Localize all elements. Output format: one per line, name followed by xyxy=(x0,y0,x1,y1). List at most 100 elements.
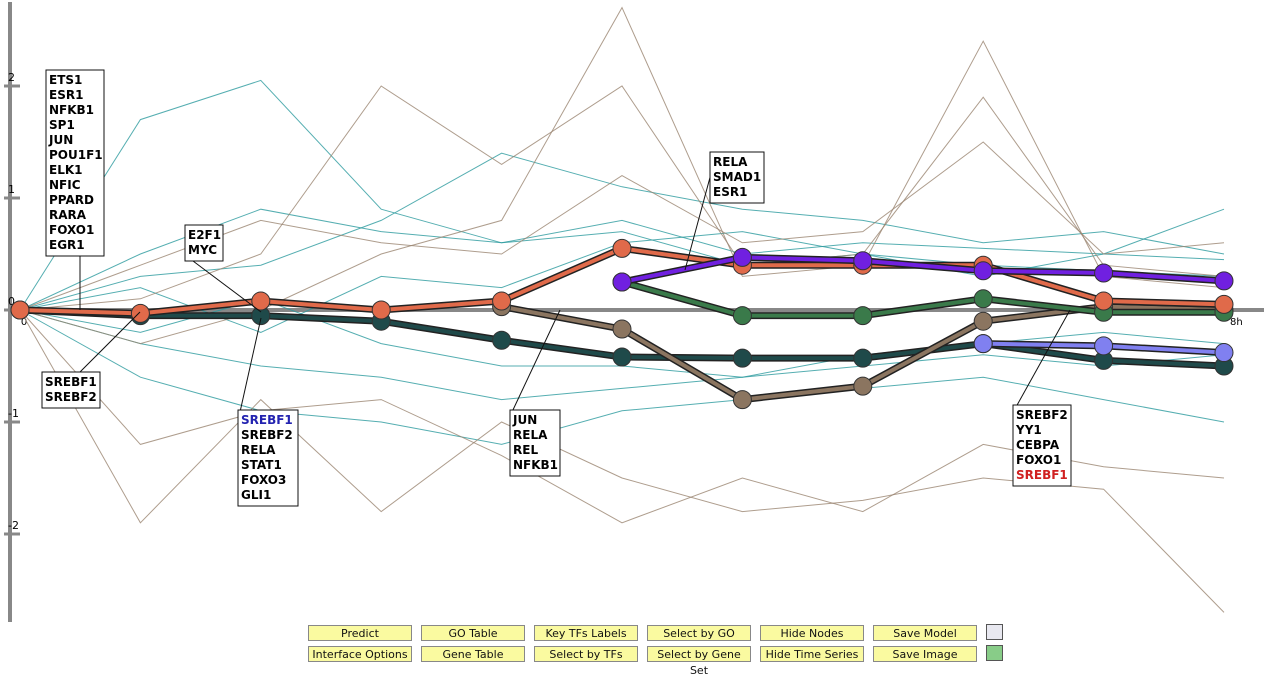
gene-profile xyxy=(19,6,1225,345)
path-node xyxy=(732,306,752,326)
tf-label: POU1F1 xyxy=(49,148,103,162)
path-node xyxy=(130,303,150,323)
y-tick-label: -2 xyxy=(8,519,19,532)
tf-label: JUN xyxy=(48,133,73,147)
y-tick-label: -1 xyxy=(8,407,19,420)
x-tick-label: 0 xyxy=(21,317,27,328)
tf-label: NFKB1 xyxy=(49,103,94,117)
tf-label: FOXO1 xyxy=(49,223,94,237)
button[interactable]: Save Model xyxy=(873,625,977,641)
leader-line xyxy=(1015,309,1071,408)
y-tick-label: 2 xyxy=(8,71,15,84)
tf-box xyxy=(509,409,561,477)
tf-label: FOXO3 xyxy=(241,473,286,487)
path-node xyxy=(1214,271,1234,291)
path-node xyxy=(853,348,873,368)
button[interactable]: Select by GO xyxy=(647,625,751,641)
tf-label: SREBF1 xyxy=(241,413,293,427)
tf-label: RELA xyxy=(713,155,748,169)
path-node xyxy=(492,330,512,350)
path-node xyxy=(973,261,993,281)
leader-line xyxy=(684,169,713,271)
path-node xyxy=(1214,343,1234,363)
tf-label: RELA xyxy=(241,443,276,457)
app-window: -3-2-101208hETS1ESR1NFKB1SP1JUNPOU1F1ELK… xyxy=(4,2,1264,677)
tf-label: NFKB1 xyxy=(513,458,558,472)
tf-label: SREBF2 xyxy=(241,428,293,442)
tf-label: EGR1 xyxy=(49,238,85,252)
help-icon[interactable] xyxy=(986,645,1003,661)
tf-box xyxy=(709,151,765,204)
tf-box xyxy=(237,409,299,507)
path-node xyxy=(371,300,391,320)
button[interactable]: Predict xyxy=(308,625,412,641)
tf-label: SMAD1 xyxy=(713,170,761,184)
path-node xyxy=(732,348,752,368)
path-node xyxy=(732,247,752,267)
path-node xyxy=(973,289,993,309)
button[interactable]: Hide Nodes xyxy=(760,625,864,641)
tf-label: ELK1 xyxy=(49,163,83,177)
path-node xyxy=(492,291,512,311)
path-node xyxy=(251,291,271,311)
button[interactable]: GO Table xyxy=(421,625,525,641)
path-node xyxy=(1094,336,1114,356)
tf-label: FOXO1 xyxy=(1016,453,1061,467)
tf-label: SREBF1 xyxy=(45,375,97,389)
button[interactable]: Key TFs Labels xyxy=(534,625,638,641)
path-node xyxy=(10,300,30,320)
path-node xyxy=(612,272,632,292)
button[interactable]: Select by TFs xyxy=(534,646,638,662)
path-node xyxy=(973,334,993,354)
tf-label: YY1 xyxy=(1015,423,1042,437)
path-node xyxy=(612,319,632,339)
y-tick-label: 0 xyxy=(8,295,15,308)
leader-line xyxy=(239,317,262,413)
gene-profile xyxy=(19,309,1225,401)
gene-profile xyxy=(19,309,1225,445)
model-path xyxy=(621,280,1224,318)
gene-profile xyxy=(19,208,1225,311)
button[interactable]: Interface Options xyxy=(308,646,412,662)
leader-line xyxy=(184,254,262,313)
x-tick-label: 8h xyxy=(1230,317,1243,328)
tf-label: NFIC xyxy=(49,178,81,192)
tf-label: SP1 xyxy=(49,118,75,132)
tf-box xyxy=(184,224,224,262)
tf-label: SREBF1 xyxy=(1016,468,1068,482)
button[interactable]: Gene Table xyxy=(421,646,525,662)
path-node xyxy=(612,238,632,258)
tf-label: ESR1 xyxy=(49,88,83,102)
path-node xyxy=(732,390,752,410)
save-icon[interactable] xyxy=(986,624,1003,640)
tf-label: STAT1 xyxy=(241,458,282,472)
button[interactable]: Hide Time Series xyxy=(760,646,864,662)
tf-label: SREBF2 xyxy=(45,390,97,404)
path-node xyxy=(853,306,873,326)
path-node xyxy=(1094,291,1114,311)
path-node xyxy=(1214,294,1234,314)
tf-label: ESR1 xyxy=(713,185,747,199)
path-node xyxy=(612,347,632,367)
leader-line xyxy=(79,311,141,373)
tf-label: PPARD xyxy=(49,193,94,207)
leader-line xyxy=(511,309,561,413)
tf-label: ETS1 xyxy=(49,73,82,87)
gene-profile xyxy=(19,79,1225,311)
button[interactable]: Select by Gene Set xyxy=(647,646,751,677)
tf-label: JUN xyxy=(512,413,537,427)
path-node xyxy=(1094,263,1114,283)
tf-label: RARA xyxy=(49,208,87,222)
tf-label: MYC xyxy=(188,243,217,257)
tf-label: E2F1 xyxy=(188,228,221,242)
chart: -3-2-101208hETS1ESR1NFKB1SP1JUNPOU1F1ELK… xyxy=(4,2,1264,622)
tf-box xyxy=(1012,404,1072,487)
button[interactable]: Save Image xyxy=(873,646,977,662)
y-tick-label: 1 xyxy=(8,183,15,196)
tf-box xyxy=(41,371,101,409)
model-path-outline xyxy=(621,253,1225,286)
tf-label: SREBF2 xyxy=(1016,408,1068,422)
tf-box xyxy=(45,69,105,257)
path-node xyxy=(853,251,873,271)
model-path xyxy=(621,255,1225,284)
